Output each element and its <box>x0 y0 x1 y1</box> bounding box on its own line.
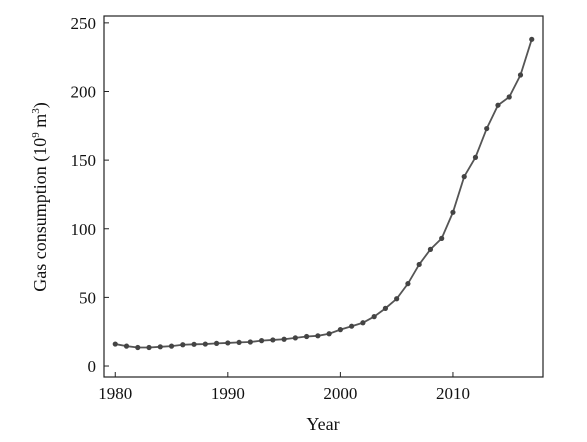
data-point <box>326 331 332 337</box>
data-point <box>247 339 253 345</box>
data-point <box>146 344 152 351</box>
data-point <box>382 305 389 311</box>
data-point <box>112 341 118 347</box>
data-point <box>450 209 456 215</box>
series-points <box>112 36 535 351</box>
data-point <box>472 154 479 160</box>
y-tick-label: 50 <box>79 288 96 307</box>
data-point <box>495 102 501 108</box>
data-point <box>439 235 445 241</box>
y-tick-label: 250 <box>71 14 97 33</box>
data-point <box>236 339 242 346</box>
data-point <box>135 344 141 351</box>
y-tick-label: 150 <box>71 151 97 170</box>
data-point <box>304 333 310 340</box>
y-tick-label: 200 <box>71 82 97 101</box>
data-point <box>360 320 366 326</box>
series-line <box>115 39 533 349</box>
x-tick-label: 1980 <box>98 384 132 403</box>
data-point <box>416 261 422 268</box>
data-point <box>405 281 411 287</box>
data-point <box>529 36 535 42</box>
data-point <box>337 327 343 333</box>
y-tick-label: 0 <box>88 357 97 376</box>
data-point <box>168 343 175 349</box>
data-point <box>394 296 400 302</box>
x-tick-label: 1990 <box>211 384 245 403</box>
data-point <box>225 340 231 346</box>
data-point <box>258 338 265 344</box>
y-axis-label-unit-exp: 3 <box>30 108 42 114</box>
data-point <box>461 174 467 180</box>
data-point <box>270 337 276 343</box>
data-point <box>371 314 377 320</box>
data-point <box>506 94 512 100</box>
y-axis-label: Gas consumption (109 m3) <box>30 102 51 292</box>
data-point <box>427 246 434 252</box>
data-point <box>213 340 220 346</box>
data-point <box>281 336 287 342</box>
y-axis-ticks: 0 50 100 150 200 250 <box>71 14 109 376</box>
y-tick-label: 100 <box>71 220 97 239</box>
x-axis-label: Year <box>306 414 339 434</box>
y-axis-label-unit: m <box>30 114 50 133</box>
plot-frame <box>103 15 544 378</box>
y-axis-label-suffix: ) <box>30 102 51 108</box>
data-point <box>157 344 163 350</box>
data-point <box>315 333 321 339</box>
y-axis-label-exp: 9 <box>30 132 42 138</box>
data-point <box>349 323 355 329</box>
x-tick-label: 2010 <box>436 384 470 403</box>
data-point <box>202 341 208 347</box>
x-tick-label: 2000 <box>323 384 357 403</box>
data-point <box>123 343 130 349</box>
data-point <box>292 335 298 341</box>
data-point <box>180 342 186 348</box>
x-axis-ticks: 1980 1990 2000 2010 <box>98 372 470 403</box>
data-point <box>191 341 197 347</box>
data-point <box>517 72 524 78</box>
data-point <box>484 125 490 132</box>
y-axis-label-prefix: Gas consumption (10 <box>30 138 51 292</box>
